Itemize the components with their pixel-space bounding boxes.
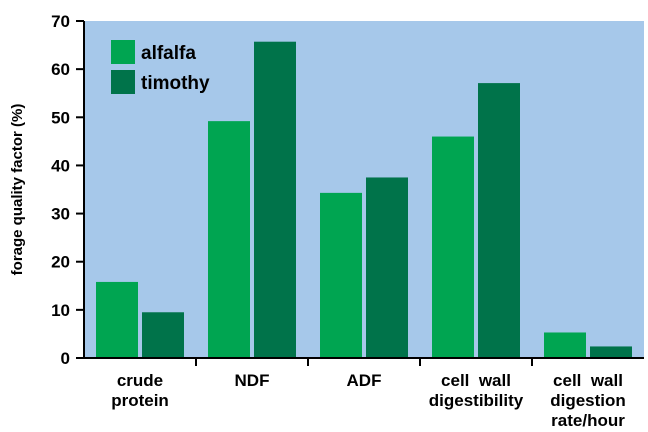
bars-group bbox=[96, 41, 632, 359]
category-label-line: digestibility bbox=[429, 391, 524, 410]
bar-alfalfa-1 bbox=[208, 121, 250, 358]
category-label-line: NDF bbox=[235, 371, 270, 390]
bar-timothy-4 bbox=[590, 346, 632, 358]
y-ticks-group: 0 10 20 30 40 50 60 70 bbox=[51, 12, 84, 368]
legend-label-timothy: timothy bbox=[141, 73, 210, 94]
y-tick-label-0: 0 bbox=[61, 349, 70, 368]
category-label-line: cell wall bbox=[441, 371, 511, 390]
legend-swatch-alfalfa bbox=[111, 40, 135, 64]
axes-group bbox=[83, 21, 644, 359]
category-label-line: digestion bbox=[550, 391, 626, 410]
category-label-1: NDF bbox=[235, 371, 270, 390]
y-tick-label-20: 20 bbox=[51, 253, 70, 272]
category-label-2: ADF bbox=[347, 371, 382, 390]
category-label-line: protein bbox=[111, 391, 169, 410]
y-tick-label-40: 40 bbox=[51, 156, 70, 175]
y-tick-label-50: 50 bbox=[51, 108, 70, 127]
legend: alfalfa timothy bbox=[111, 40, 210, 94]
category-label-4: cell wall digestion rate/hour bbox=[550, 371, 626, 430]
bar-alfalfa-0 bbox=[96, 281, 138, 358]
y-tick-label-60: 60 bbox=[51, 60, 70, 79]
bar-alfalfa-4 bbox=[544, 332, 586, 358]
legend-swatch-timothy bbox=[111, 70, 135, 94]
plot-background bbox=[84, 21, 644, 358]
category-label-line: rate/hour bbox=[551, 411, 625, 430]
bar-timothy-2 bbox=[366, 177, 408, 358]
y-axis-title: forage quality factor (%) bbox=[9, 104, 26, 276]
category-label-3: cell wall digestibility bbox=[429, 371, 524, 410]
category-label-line: crude bbox=[117, 371, 163, 390]
y-tick-label-70: 70 bbox=[51, 12, 70, 31]
category-label-0: crude protein bbox=[111, 371, 169, 410]
category-label-line: ADF bbox=[347, 371, 382, 390]
bar-alfalfa-3 bbox=[432, 136, 474, 358]
bar-alfalfa-2 bbox=[320, 192, 362, 358]
bar-timothy-0 bbox=[142, 312, 184, 358]
bar-timothy-1 bbox=[254, 41, 296, 359]
bar-timothy-3 bbox=[478, 83, 520, 359]
y-tick-label-10: 10 bbox=[51, 301, 70, 320]
category-label-line: cell wall bbox=[553, 371, 623, 390]
y-tick-label-30: 30 bbox=[51, 205, 70, 224]
legend-label-alfalfa: alfalfa bbox=[141, 43, 196, 64]
